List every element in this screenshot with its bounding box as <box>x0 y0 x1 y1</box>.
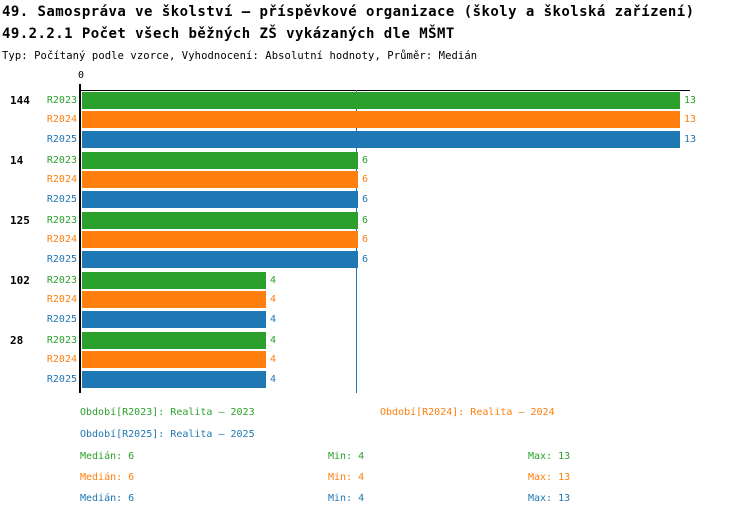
bar-102-R2024 <box>82 291 266 308</box>
bar-144-R2025 <box>82 131 680 148</box>
stats-max-r2025: Max: 13 <box>528 493 571 504</box>
bar-value-label-14-R2024: 6 <box>362 174 369 185</box>
bar-28-R2023 <box>82 332 266 349</box>
y-axis-line <box>79 84 81 393</box>
bar-value-label-144-R2025: 13 <box>684 134 697 145</box>
bar-14-R2023 <box>82 152 358 169</box>
stats-median-r2025: Medián: 6 <box>80 493 135 504</box>
legend-item-r2024: Období[R2024]: Realita – 2024 <box>380 407 555 418</box>
bar-value-label-102-R2025: 4 <box>270 314 277 325</box>
bar-value-label-102-R2023: 4 <box>270 275 277 286</box>
bar-row-label-28-R2025: R2025 <box>46 374 77 385</box>
x-axis-top-line <box>79 90 690 91</box>
bar-value-label-102-R2024: 4 <box>270 294 277 305</box>
bar-value-label-14-R2025: 6 <box>362 194 369 205</box>
page-subtitle: 49.2.2.1 Počet všech běžných ZŠ vykázaný… <box>2 26 455 42</box>
bar-value-label-144-R2023: 13 <box>684 95 697 106</box>
bar-row-label-144-R2025: R2025 <box>46 134 77 145</box>
bar-row-label-28-R2024: R2024 <box>46 354 77 365</box>
bar-row-label-14-R2024: R2024 <box>46 174 77 185</box>
bar-row-label-125-R2025: R2025 <box>46 254 77 265</box>
bar-28-R2024 <box>82 351 266 368</box>
stats-min-r2025: Min: 4 <box>328 493 365 504</box>
bar-125-R2024 <box>82 231 358 248</box>
stats-median-r2023: Medián: 6 <box>80 451 135 462</box>
page-title: 49. Samospráva ve školství – příspěvkové… <box>2 4 695 20</box>
bar-row-label-102-R2024: R2024 <box>46 294 77 305</box>
stats-min-r2023: Min: 4 <box>328 451 365 462</box>
bar-row-label-14-R2023: R2023 <box>46 155 77 166</box>
bar-value-label-28-R2023: 4 <box>270 335 277 346</box>
chart-meta-line: Typ: Počítaný podle vzorce, Vyhodnocení:… <box>2 50 478 62</box>
bar-group-label-28: 28 <box>10 334 24 347</box>
bar-group-label-144: 144 <box>10 94 30 107</box>
axis-origin-label: 0 <box>77 70 85 81</box>
bar-value-label-28-R2024: 4 <box>270 354 277 365</box>
bar-group-label-102: 102 <box>10 274 30 287</box>
bar-value-label-28-R2025: 4 <box>270 374 277 385</box>
stats-min-r2024: Min: 4 <box>328 472 365 483</box>
bar-group-label-125: 125 <box>10 214 30 227</box>
bar-value-label-125-R2024: 6 <box>362 234 369 245</box>
bar-row-label-102-R2025: R2025 <box>46 314 77 325</box>
bar-value-label-14-R2023: 6 <box>362 155 369 166</box>
bar-28-R2025 <box>82 371 266 388</box>
bar-group-label-14: 14 <box>10 154 24 167</box>
bar-144-R2024 <box>82 111 680 128</box>
bar-125-R2025 <box>82 251 358 268</box>
bar-row-label-28-R2023: R2023 <box>46 335 77 346</box>
bar-row-label-144-R2023: R2023 <box>46 95 77 106</box>
bar-value-label-125-R2023: 6 <box>362 215 369 226</box>
bar-value-label-125-R2025: 6 <box>362 254 369 265</box>
bar-14-R2025 <box>82 191 358 208</box>
stats-median-r2024: Medián: 6 <box>80 472 135 483</box>
bar-row-label-14-R2025: R2025 <box>46 194 77 205</box>
bar-125-R2023 <box>82 212 358 229</box>
bar-row-label-102-R2023: R2023 <box>46 275 77 286</box>
bar-14-R2024 <box>82 171 358 188</box>
bar-row-label-125-R2024: R2024 <box>46 234 77 245</box>
legend-item-r2023: Období[R2023]: Realita – 2023 <box>80 407 255 418</box>
stats-max-r2024: Max: 13 <box>528 472 571 483</box>
stats-max-r2023: Max: 13 <box>528 451 571 462</box>
bar-144-R2023 <box>82 92 680 109</box>
bar-102-R2023 <box>82 272 266 289</box>
bar-value-label-144-R2024: 13 <box>684 114 697 125</box>
legend-item-r2025: Období[R2025]: Realita – 2025 <box>80 429 255 440</box>
bar-row-label-144-R2024: R2024 <box>46 114 77 125</box>
bar-102-R2025 <box>82 311 266 328</box>
bar-row-label-125-R2023: R2023 <box>46 215 77 226</box>
